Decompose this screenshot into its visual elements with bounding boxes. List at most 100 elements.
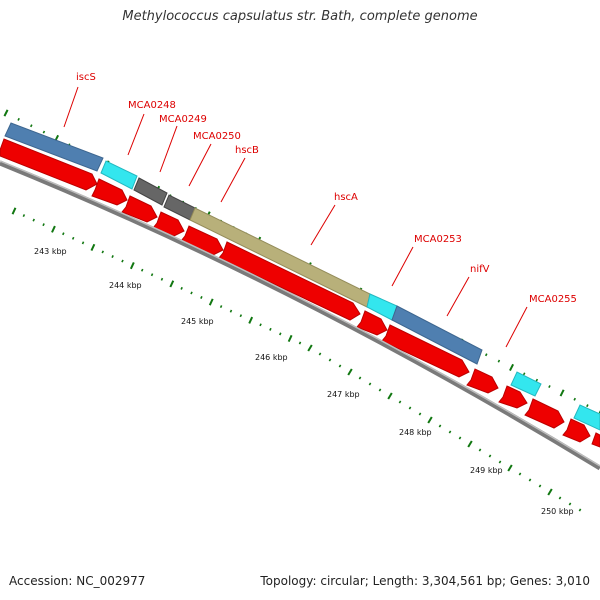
gene-MCA0249-block[interactable]: [133, 177, 168, 206]
minor-tick: [438, 424, 442, 428]
gene-MCA0248-block[interactable]: [100, 160, 138, 190]
minor-tick: [338, 364, 342, 368]
gene-label-MCA0255[interactable]: MCA0255: [529, 294, 577, 305]
kbp-label: 248 kbp: [399, 428, 432, 437]
minor-tick: [578, 508, 582, 512]
major-tick: [3, 109, 9, 117]
minor-tick: [17, 117, 20, 121]
cds-arrow[interactable]: [121, 195, 158, 223]
topology-summary: Topology: circular; Length: 3,304,561 bp…: [260, 574, 590, 588]
minor-tick: [259, 323, 262, 327]
major-tick: [427, 416, 433, 424]
minor-tick: [497, 359, 501, 363]
minor-tick: [328, 358, 332, 362]
minor-tick: [408, 406, 412, 410]
minor-tick: [586, 404, 589, 408]
kbp-label: 249 kbp: [470, 466, 503, 475]
minor-tick: [558, 496, 562, 500]
gene-nifV-block[interactable]: [391, 305, 483, 365]
cds-arrow[interactable]: [91, 178, 128, 206]
minor-tick: [111, 255, 114, 258]
minor-tick: [548, 385, 551, 389]
minor-tick: [448, 430, 452, 434]
minor-tick: [498, 460, 502, 464]
major-tick: [287, 334, 293, 343]
minor-tick: [121, 259, 124, 263]
minor-tick: [101, 250, 105, 254]
minor-tick: [269, 327, 272, 331]
major-tick: [547, 488, 553, 496]
major-tick: [347, 368, 353, 376]
minor-tick: [32, 218, 35, 222]
gene-label-hscB[interactable]: hscB: [235, 145, 259, 156]
minor-tick: [22, 214, 26, 218]
cds-arrow[interactable]: [562, 418, 591, 443]
major-tick: [208, 298, 214, 306]
kbp-label: 245 kbp: [181, 317, 214, 326]
major-tick: [387, 392, 393, 400]
minor-tick: [478, 448, 482, 452]
gene-label-MCA0249[interactable]: MCA0249: [159, 114, 207, 125]
kbp-label: 250 kbp: [541, 507, 574, 516]
minor-tick: [458, 436, 462, 440]
minor-tick: [219, 305, 223, 309]
minor-tick: [358, 376, 362, 380]
major-tick: [51, 225, 56, 233]
minor-tick: [568, 502, 572, 506]
minor-tick: [200, 296, 203, 299]
minor-tick: [488, 454, 492, 458]
gene-small-cyan-1-block[interactable]: [510, 371, 542, 397]
kbp-label: 244 kbp: [109, 281, 142, 290]
minor-tick: [398, 400, 402, 404]
genome-backbone: [0, 160, 600, 471]
minor-tick: [140, 268, 144, 272]
accession-text: Accession: NC_002977: [9, 574, 146, 588]
major-tick: [467, 440, 473, 448]
minor-tick: [160, 277, 164, 281]
minor-tick: [528, 478, 532, 482]
minor-tick: [535, 378, 539, 382]
minor-tick: [378, 388, 382, 392]
minor-tick: [229, 309, 233, 313]
gene-label-hscA[interactable]: hscA: [334, 192, 358, 203]
major-tick: [169, 280, 175, 288]
minor-tick: [368, 382, 372, 386]
minor-tick: [538, 484, 542, 488]
major-tick: [559, 389, 565, 397]
gene-iscS-block[interactable]: [4, 122, 104, 172]
minor-tick: [279, 332, 282, 336]
cds-arrow[interactable]: [591, 432, 600, 448]
minor-tick: [42, 130, 46, 134]
minor-tick: [518, 472, 522, 476]
major-tick: [248, 316, 254, 324]
kbp-label: 246 kbp: [255, 353, 288, 362]
cds-arrow[interactable]: [524, 398, 565, 429]
feature-track: [4, 122, 600, 431]
minor-tick: [573, 397, 576, 401]
minor-tick: [318, 352, 322, 356]
minor-tick: [522, 372, 526, 376]
minor-tick: [484, 353, 488, 357]
gene-label-MCA0248[interactable]: MCA0248: [128, 100, 176, 111]
minor-tick: [239, 314, 243, 318]
minor-tick: [71, 236, 75, 240]
map-title: Methylococcus capsulatus str. Bath, comp…: [122, 9, 478, 24]
minor-tick: [190, 291, 193, 295]
kbp-label: 243 kbp: [34, 247, 67, 256]
gene-label-MCA0250[interactable]: MCA0250: [193, 131, 241, 142]
gene-small-cyan-2-block[interactable]: [573, 404, 600, 431]
gene-label-iscS[interactable]: iscS: [76, 72, 96, 83]
kbp-label: 247 kbp: [327, 390, 360, 399]
minor-tick: [418, 412, 422, 416]
label-leaders: [63, 86, 528, 348]
major-tick: [129, 262, 135, 270]
cds-arrow[interactable]: [466, 368, 499, 394]
minor-tick: [62, 232, 65, 236]
minor-tick: [180, 286, 183, 290]
gene-label-nifV[interactable]: nifV: [470, 264, 490, 275]
cds-arrow[interactable]: [498, 385, 528, 409]
cds-arrow-track: [0, 138, 600, 448]
gene-label-MCA0253[interactable]: MCA0253: [414, 234, 462, 245]
minor-tick: [29, 124, 33, 128]
